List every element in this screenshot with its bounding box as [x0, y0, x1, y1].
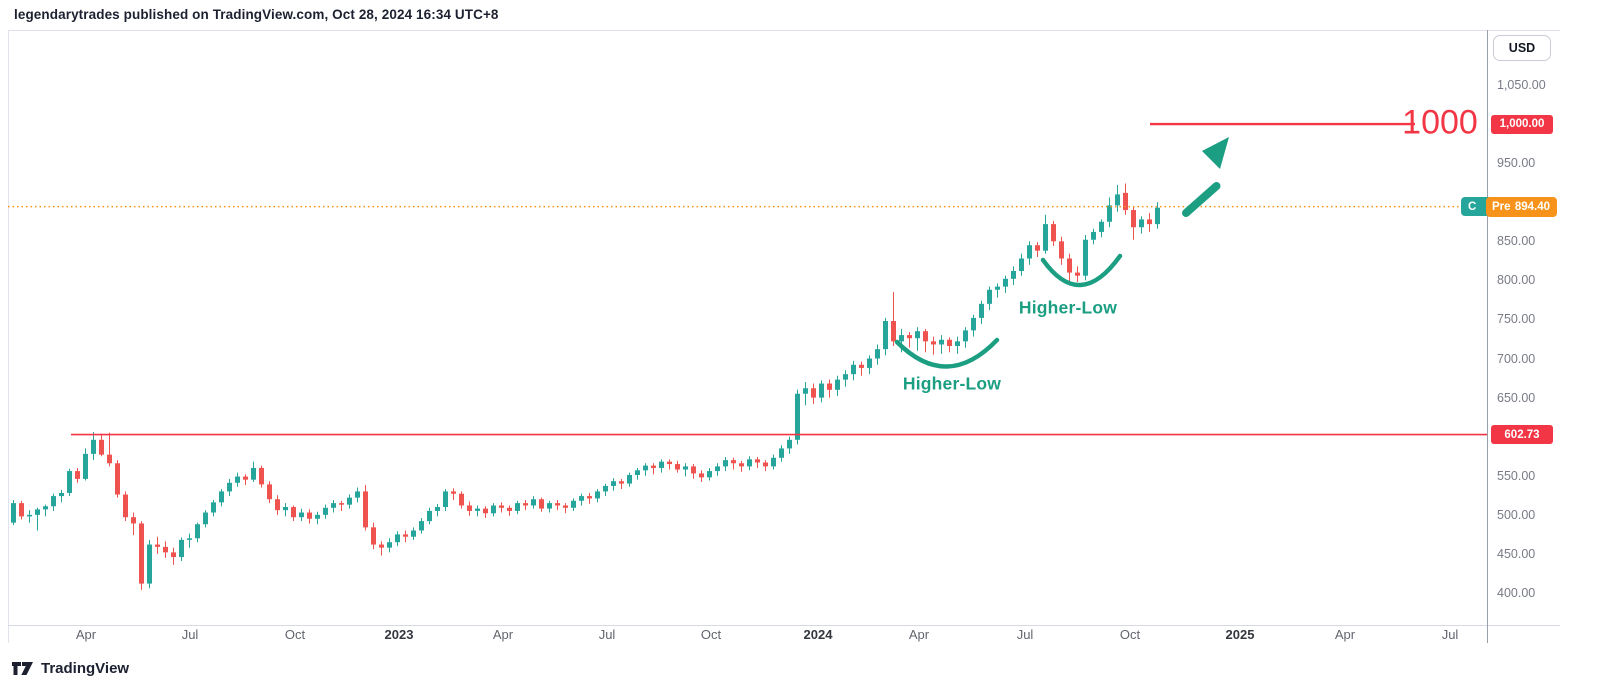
price-axis-separator[interactable] — [1487, 30, 1488, 643]
currency-button[interactable]: USD — [1493, 35, 1551, 61]
price-axis-label: 450.00 — [1497, 546, 1536, 561]
price-axis-label: 700.00 — [1497, 351, 1536, 366]
price-axis-label: 1,050.00 — [1497, 78, 1546, 92]
price-axis-label: 550.00 — [1497, 468, 1536, 483]
price-axis-label: 400.00 — [1497, 586, 1536, 600]
time-axis-label: Jul — [181, 627, 199, 642]
drawing-annotations-layer[interactable] — [894, 137, 1229, 369]
higher-low-label-2[interactable]: Higher-Low — [1018, 297, 1118, 318]
premarket-price-axis-badge: Pre 894.40 — [1486, 196, 1557, 217]
time-axis-label: Oct — [700, 627, 722, 642]
price-lines-layer[interactable] — [8, 122, 1487, 436]
time-axis-label: Oct — [1119, 627, 1141, 642]
chart-frame-left-border — [8, 30, 9, 643]
time-axis-label: 2025 — [1225, 627, 1255, 642]
tradingview-logo-text: TradingView — [41, 660, 130, 677]
time-axis-label: Jul — [1016, 627, 1034, 642]
price-axis-label: 950.00 — [1497, 156, 1536, 171]
time-axis-label: 2024 — [803, 627, 833, 642]
target-price-text[interactable]: 1000 — [1402, 103, 1478, 142]
close-price-symbol: C — [1468, 200, 1477, 213]
time-axis-label: Apr — [1334, 627, 1356, 642]
time-axis-label: Apr — [75, 627, 97, 642]
premarket-prefix: Pre — [1492, 200, 1511, 213]
time-axis-label: 2023 — [384, 627, 414, 642]
price-axis-label: 500.00 — [1497, 507, 1536, 522]
time-axis-label: Jul — [1441, 627, 1459, 642]
price-axis-label: 850.00 — [1497, 234, 1536, 249]
target-price-axis-badge: 1,000.00 — [1491, 114, 1553, 134]
price-axis-label: 800.00 — [1497, 273, 1536, 288]
chart-frame-top-border — [8, 30, 1560, 31]
tradingview-logo[interactable]: TradingView — [12, 660, 129, 677]
time-axis-label: Jul — [598, 627, 616, 642]
price-axis-label: 650.00 — [1497, 390, 1536, 405]
time-axis-label: Apr — [492, 627, 514, 642]
price-axis-label: 750.00 — [1497, 312, 1536, 327]
attribution-text: legendarytrades published on TradingView… — [14, 7, 499, 22]
higher-low-label-1[interactable]: Higher-Low — [902, 373, 1002, 394]
tradingview-logo-icon — [12, 662, 33, 675]
time-axis-label: Oct — [284, 627, 306, 642]
candles-layer — [11, 183, 1160, 590]
time-axis-label: Apr — [908, 627, 930, 642]
time-axis-separator — [8, 625, 1560, 626]
support-price-axis-badge: 602.73 — [1491, 425, 1553, 445]
premarket-price: 894.40 — [1514, 200, 1550, 213]
